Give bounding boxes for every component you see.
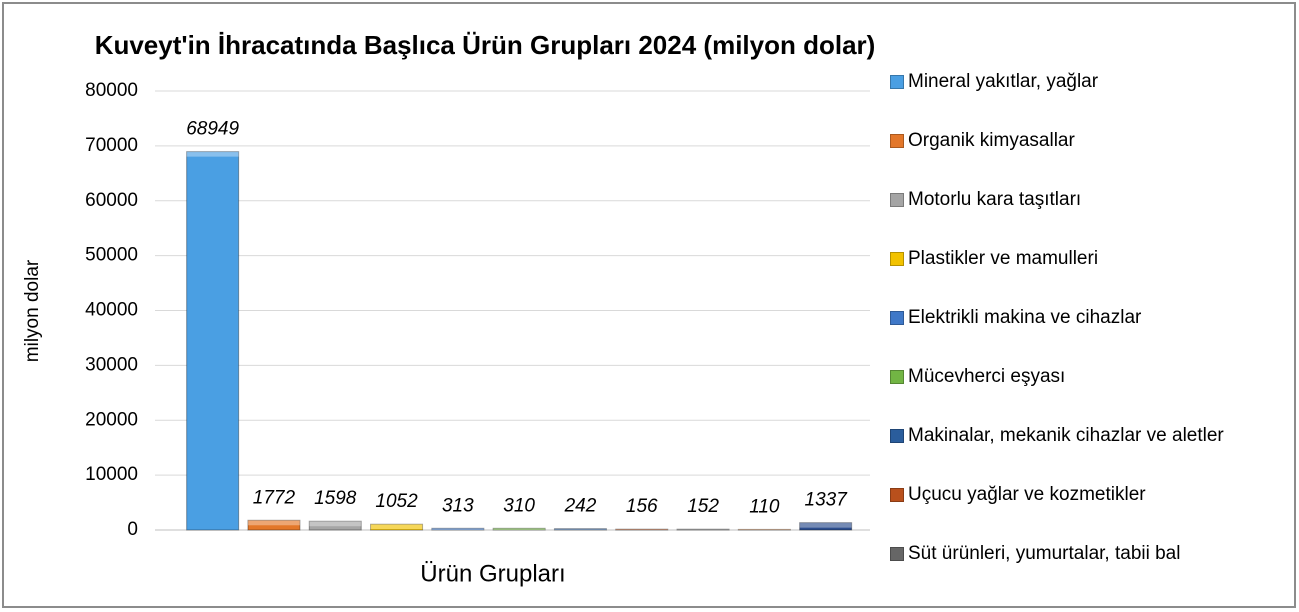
y-axis-label: milyon dolar: [22, 259, 43, 362]
y-tick-label: 80000: [85, 80, 138, 101]
bar: [799, 522, 853, 531]
y-tick-label: 10000: [85, 464, 138, 485]
y-tick-label: 30000: [85, 354, 138, 375]
legend-item: Motorlu kara taşıtları: [890, 185, 1275, 215]
legend-label: Mücevherci eşyası: [908, 366, 1066, 387]
bar-shine: [309, 521, 362, 527]
data-label: 156: [626, 496, 658, 517]
legend-item: Organik kimyasallar: [890, 126, 1275, 156]
y-tick-label: 60000: [85, 190, 138, 211]
bar: [431, 527, 485, 531]
bar-shine: [186, 151, 239, 157]
legend-label: Makinalar, mekanik cihazlar ve aletler: [908, 425, 1224, 446]
bar: [370, 523, 424, 531]
data-label: 152: [687, 496, 719, 517]
data-label: 310: [503, 495, 535, 516]
data-label: 1337: [805, 490, 849, 511]
legend-label: Mineral yakıtlar, yağlar: [908, 71, 1099, 92]
bar-shine: [247, 520, 300, 526]
legend-swatch: [890, 547, 904, 561]
data-label: 110: [749, 496, 780, 517]
bar-shine: [370, 524, 423, 530]
y-tick-label: 0: [127, 519, 138, 540]
data-label: 313: [442, 495, 474, 516]
legend-item: Elektrikli makina ve cihazlar: [890, 303, 1275, 333]
legend-swatch: [890, 134, 904, 148]
legend-item: Makinalar, mekanik cihazlar ve aletler: [890, 421, 1275, 451]
data-label: 1598: [314, 488, 357, 509]
x-axis-label: Ürün Grupları: [420, 560, 565, 587]
legend-item: Mineral yakıtlar, yağlar: [890, 67, 1275, 97]
chart-title: Kuveyt'in İhracatında Başlıca Ürün Grupl…: [95, 30, 876, 60]
data-label: 242: [564, 496, 597, 517]
bar: [186, 151, 240, 531]
y-tick-label: 20000: [85, 409, 138, 430]
bar: [615, 528, 669, 531]
legend-label: Motorlu kara taşıtları: [908, 189, 1082, 210]
bar-shine: [615, 529, 668, 530]
bar-shine: [799, 522, 852, 528]
bar-shine: [677, 529, 730, 530]
legend-item: Süt ürünleri, yumurtalar, tabii bal: [890, 539, 1275, 569]
legend-label: Organik kimyasallar: [908, 130, 1075, 151]
data-label: 1052: [375, 491, 418, 512]
bar: [308, 520, 362, 531]
bar-shine: [493, 528, 546, 530]
y-tick-label: 40000: [85, 300, 138, 321]
bar: [553, 528, 607, 531]
legend-swatch: [890, 488, 904, 502]
legend-item: Uçucu yağlar ve kozmetikler: [890, 480, 1275, 510]
bar: [492, 527, 546, 531]
legend-swatch: [890, 252, 904, 266]
legend-swatch: [890, 193, 904, 207]
bar-shine: [738, 529, 791, 530]
legend-swatch: [890, 311, 904, 325]
bar-shine: [431, 528, 484, 530]
y-tick-label: 50000: [85, 245, 138, 266]
legend-label: Süt ürünleri, yumurtalar, tabii bal: [908, 543, 1181, 564]
legend-item: Plastikler ve mamulleri: [890, 244, 1275, 274]
data-label: 1772: [253, 487, 296, 508]
legend-label: Uçucu yağlar ve kozmetikler: [908, 484, 1146, 505]
legend-label: Elektrikli makina ve cihazlar: [908, 307, 1142, 328]
y-tick-label: 70000: [85, 135, 138, 156]
bar: [247, 519, 301, 531]
bar: [676, 528, 730, 531]
legend-item: Mücevherci eşyası: [890, 362, 1275, 392]
bar-shine: [554, 528, 607, 530]
legend-swatch: [890, 429, 904, 443]
legend-swatch: [890, 75, 904, 89]
legend-swatch: [890, 370, 904, 384]
legend-label: Plastikler ve mamulleri: [908, 248, 1099, 269]
bar: [737, 528, 791, 531]
data-label: 68949: [186, 119, 239, 140]
